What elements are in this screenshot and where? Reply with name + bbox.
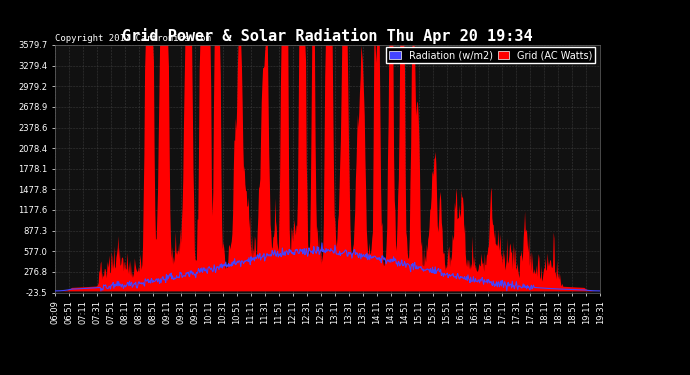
- Text: Copyright 2017 Cartronics.com: Copyright 2017 Cartronics.com: [55, 33, 211, 42]
- Title: Grid Power & Solar Radiation Thu Apr 20 19:34: Grid Power & Solar Radiation Thu Apr 20 …: [122, 28, 533, 44]
- Legend: Radiation (w/m2), Grid (AC Watts): Radiation (w/m2), Grid (AC Watts): [386, 47, 595, 63]
